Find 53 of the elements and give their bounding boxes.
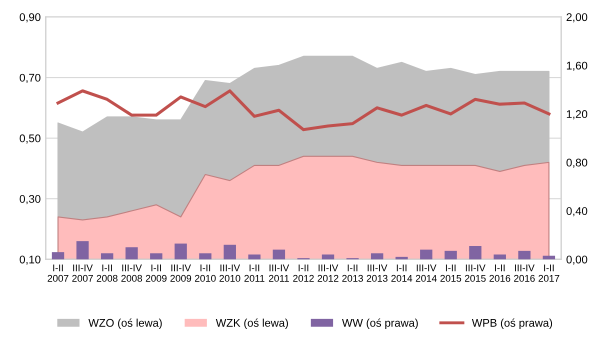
y2-tick-label: 0,40 <box>566 207 588 216</box>
x-tick-label: I-II 2009 <box>146 264 167 282</box>
x-tick-label: III-IV 2007 <box>72 264 93 282</box>
y-tick-label: 0,10 <box>20 256 40 265</box>
x-tick-label: I-II 2007 <box>48 264 68 282</box>
x-tick-label: III-IV 2010 <box>220 264 240 282</box>
y-tick-label: 0,90 <box>20 13 40 22</box>
x-tick-label: I-II 2017 <box>538 264 560 282</box>
y2-tick-label: 1,20 <box>566 110 588 120</box>
bar <box>248 254 261 260</box>
bar <box>174 244 187 260</box>
bar <box>52 252 64 260</box>
x-tick-label: I-II 2015 <box>440 264 462 282</box>
y-tick-label: 0,70 <box>20 74 40 83</box>
x-tick-label: III-IV 2009 <box>170 264 192 282</box>
y2-tick-label: 0,00 <box>566 256 588 265</box>
legend-label: WZO (oś lewa) <box>88 318 162 329</box>
x-tick-label: III-IV 2015 <box>464 264 486 282</box>
x-tick-label: I-II 2016 <box>490 264 510 282</box>
x-tick-label: III-IV 2011 <box>268 264 290 282</box>
bar <box>494 254 506 260</box>
y2-tick-label: 0,80 <box>566 158 588 168</box>
y-tick-label: 0,30 <box>20 195 40 204</box>
line-series <box>56 89 550 132</box>
bar <box>542 256 556 260</box>
x-tick-label: I-II 2010 <box>194 264 216 282</box>
x-tick-label: I-II 2014 <box>391 264 412 282</box>
y2-tick-label: 2,00 <box>566 13 588 22</box>
x-tick-label: I-II 2011 <box>244 264 264 282</box>
x-tick-label: I-II 2008 <box>96 264 118 282</box>
bar <box>199 253 212 260</box>
bar <box>444 250 457 260</box>
bar <box>322 254 334 260</box>
bar <box>518 250 531 260</box>
y-tick-label: 0,50 <box>20 134 40 144</box>
bar <box>420 250 432 260</box>
bar <box>469 246 482 260</box>
bar <box>150 253 162 260</box>
x-tick-label: I-II 2012 <box>293 264 314 282</box>
x-tick-label: III-IV 2008 <box>121 264 142 282</box>
x-tick-label: III-IV 2014 <box>416 264 437 282</box>
bar <box>126 247 138 260</box>
bar <box>272 250 286 260</box>
bar <box>224 244 236 260</box>
legend-label: WPB (oś prawa) <box>472 318 552 329</box>
x-tick-label: III-IV 2013 <box>366 264 388 282</box>
legend-label: WW (oś prawa) <box>342 318 418 329</box>
legend-label: WZK (oś lewa) <box>216 318 288 329</box>
x-tick-label: III-IV 2016 <box>514 264 535 282</box>
x-tick-label: III-IV 2012 <box>318 264 338 282</box>
x-tick-label: I-II 2013 <box>342 264 363 282</box>
y2-tick-label: 1,60 <box>566 62 588 71</box>
bar <box>76 241 89 260</box>
